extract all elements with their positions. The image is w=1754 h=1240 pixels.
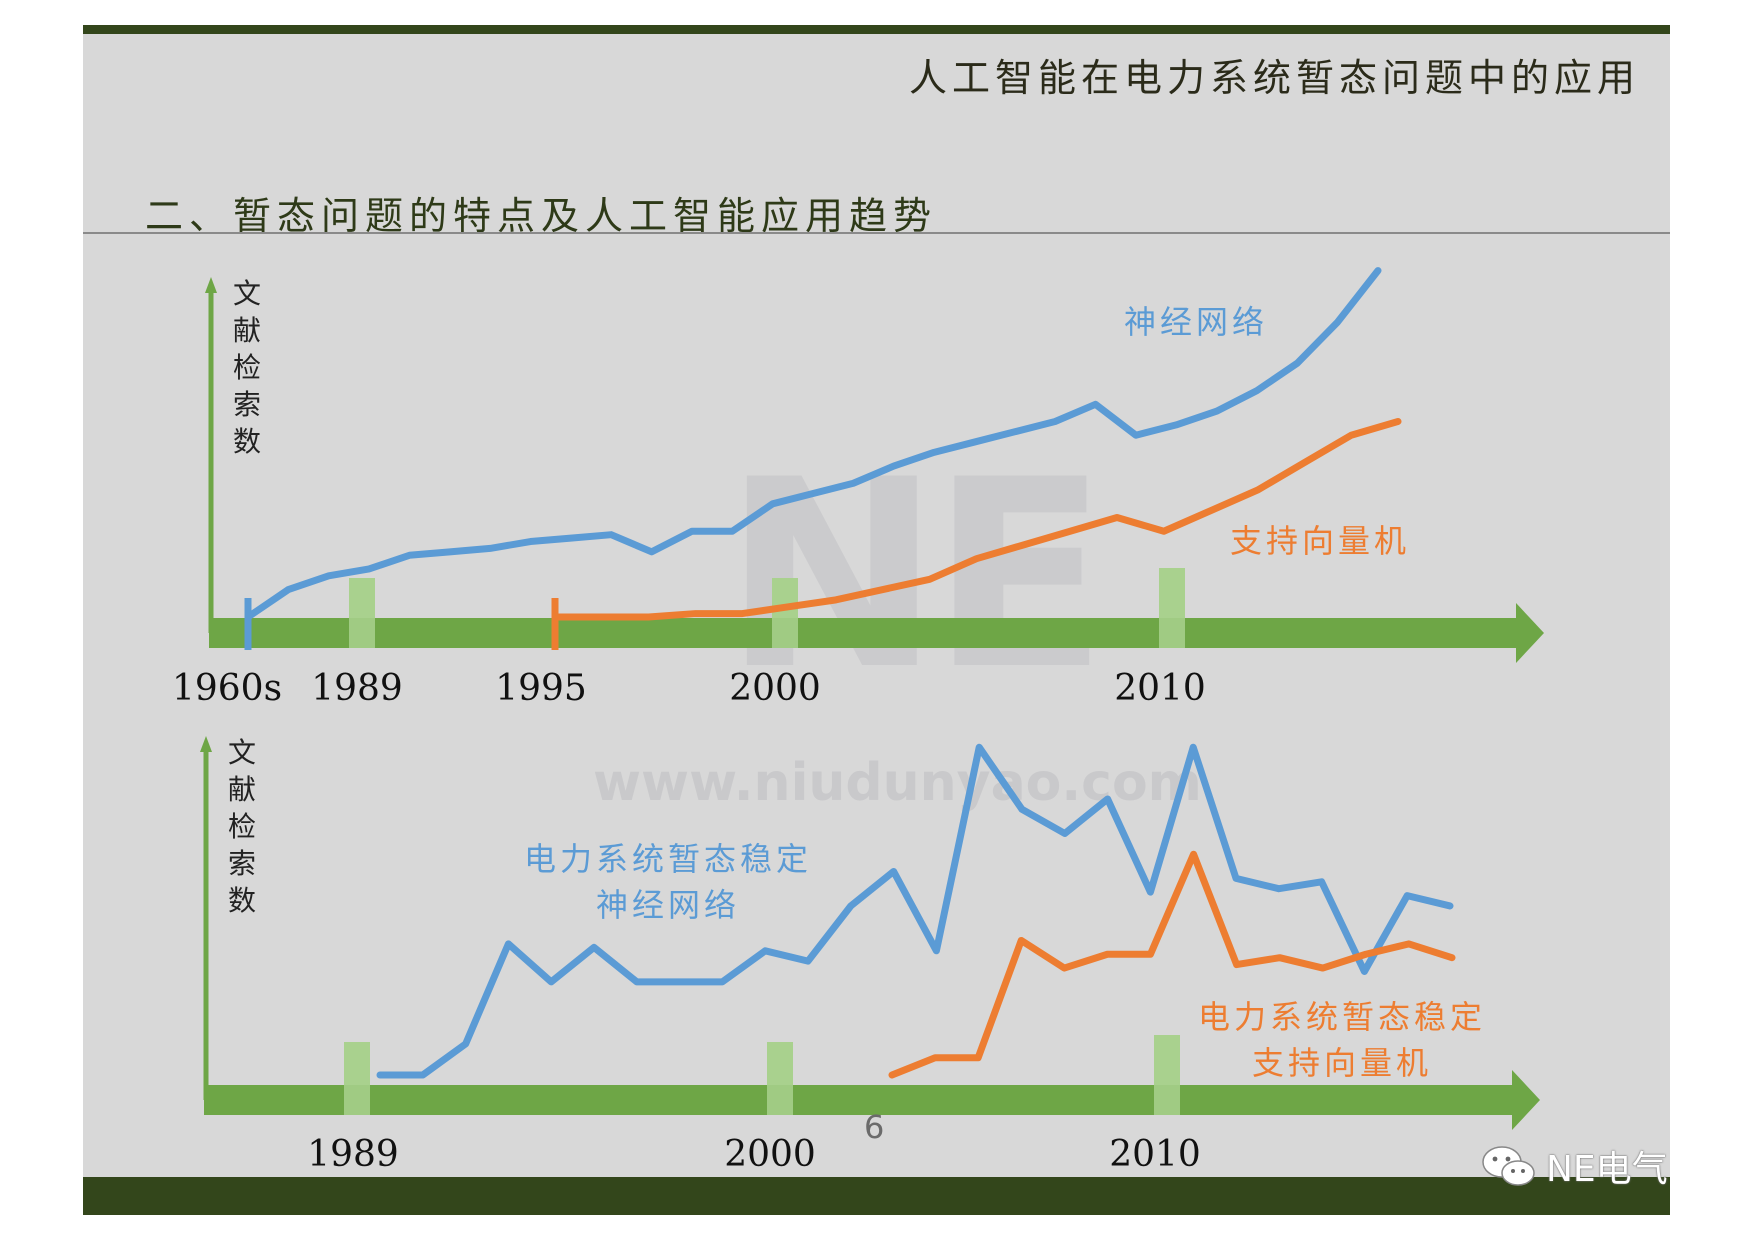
series-label-transient-svm: 电力系统暂态稳定支持向量机 (1198, 998, 1486, 1082)
wechat-icon (1482, 1146, 1535, 1186)
x-tick-label: 1989 (311, 668, 403, 709)
highlight-axis-2010 (1154, 1085, 1180, 1115)
page-number: 6 (864, 1108, 885, 1146)
x-tick-label: 2010 (1114, 668, 1206, 709)
x-tick-label: 1989 (307, 1134, 399, 1175)
slide-title: 人工智能在电力系统暂态问题中的应用 (908, 56, 1640, 100)
x-axis (204, 1085, 1512, 1115)
highlight-axis-2010 (1159, 618, 1185, 648)
bottom-bar (83, 1177, 1670, 1215)
x-axis-arrow (1512, 1070, 1540, 1130)
brand-badge: NE电气 (1480, 1140, 1668, 1192)
x-tick-label: 2000 (729, 668, 821, 709)
series-label-neural-network: 神经网络 (1124, 303, 1268, 341)
section-title: 二、暂态问题的特点及人工智能应用趋势 (145, 194, 938, 238)
series-line-svm (551, 417, 1402, 621)
series-line-transient-svm (888, 850, 1456, 1079)
x-axis (209, 618, 1516, 648)
series-label-transient-nn: 电力系统暂态稳定神经网络 (524, 840, 812, 924)
series-label-svm: 支持向量机 (1230, 522, 1410, 560)
brand-name: NE电气 (1546, 1149, 1668, 1190)
y-axis-label: 文献检索数 (228, 736, 256, 917)
y-axis-arrow (205, 277, 217, 293)
highlight-axis-2000 (772, 618, 798, 648)
highlight-axis-1989 (349, 618, 375, 648)
x-axis-arrow (1516, 603, 1544, 663)
top-bar (83, 25, 1670, 34)
x-tick-label: 2000 (724, 1134, 816, 1175)
series-line-transient-nn (376, 743, 1454, 1079)
highlight-axis-2000 (767, 1085, 793, 1115)
x-tick-label: 1960s (172, 668, 282, 709)
y-axis-label: 文献检索数 (233, 277, 261, 458)
section-divider (83, 232, 1670, 234)
x-tick-label: 1995 (495, 668, 587, 709)
chart-transient-stability-literature: 文献检索数 1989 2000 2010 电力系统暂态稳定神经网络电力系统暂态稳定支持向… (200, 736, 1540, 1175)
x-tick-label: 2010 (1109, 1134, 1201, 1175)
y-axis-arrow (200, 736, 212, 752)
highlight-axis-1989 (344, 1085, 370, 1115)
